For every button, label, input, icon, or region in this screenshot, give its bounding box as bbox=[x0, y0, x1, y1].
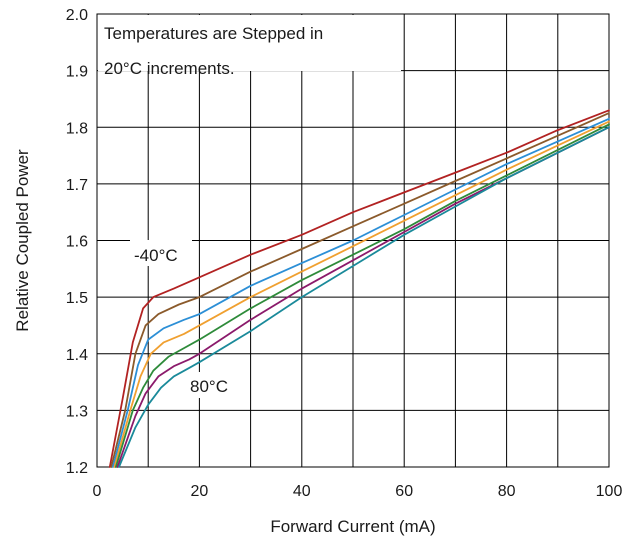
y-tick-label: 1.9 bbox=[66, 64, 88, 81]
x-tick-label: 20 bbox=[191, 483, 209, 500]
label-cold-background bbox=[130, 240, 192, 266]
x-tick-label: 60 bbox=[395, 483, 413, 500]
y-tick-label: 1.5 bbox=[66, 290, 88, 307]
annotation-note-line2: 20°C increments. bbox=[104, 59, 235, 78]
series-group bbox=[108, 109, 610, 468]
series-label-80c: 80°C bbox=[190, 377, 228, 396]
series-line-5 bbox=[115, 123, 610, 468]
x-axis-label: Forward Current (mA) bbox=[270, 517, 435, 536]
series-label-minus40c: -40°C bbox=[134, 246, 178, 265]
x-tick-label: 40 bbox=[293, 483, 311, 500]
y-tick-label: 1.8 bbox=[66, 120, 88, 137]
y-tick-label: 1.6 bbox=[66, 234, 88, 251]
series-line-4 bbox=[113, 120, 610, 468]
tick-labels: 0 20 40 60 80 100 1.2 1.3 1.4 1.5 1.6 1.7 1.8 1.9 2.0 bbox=[66, 7, 623, 500]
y-tick-label: 2.0 bbox=[66, 7, 88, 24]
x-tick-label: 80 bbox=[498, 483, 516, 500]
annotation-note-background bbox=[98, 15, 401, 71]
x-tick-label: 100 bbox=[596, 483, 623, 500]
plot-area bbox=[96, 13, 610, 468]
y-tick-label: 1.2 bbox=[66, 460, 88, 477]
series-line-7 bbox=[118, 126, 610, 468]
y-tick-label: 1.4 bbox=[66, 347, 88, 364]
annotation-note-line1: Temperatures are Stepped in bbox=[104, 24, 323, 43]
y-axis-label: Relative Coupled Power bbox=[13, 149, 32, 332]
series-line-2 bbox=[110, 112, 610, 468]
x-tick-label: 0 bbox=[93, 483, 102, 500]
label-hot-background bbox=[187, 372, 241, 398]
series-line-3 bbox=[112, 117, 610, 468]
series-line-1 bbox=[108, 109, 610, 468]
y-tick-label: 1.3 bbox=[66, 403, 88, 420]
y-tick-label: 1.7 bbox=[66, 177, 88, 194]
